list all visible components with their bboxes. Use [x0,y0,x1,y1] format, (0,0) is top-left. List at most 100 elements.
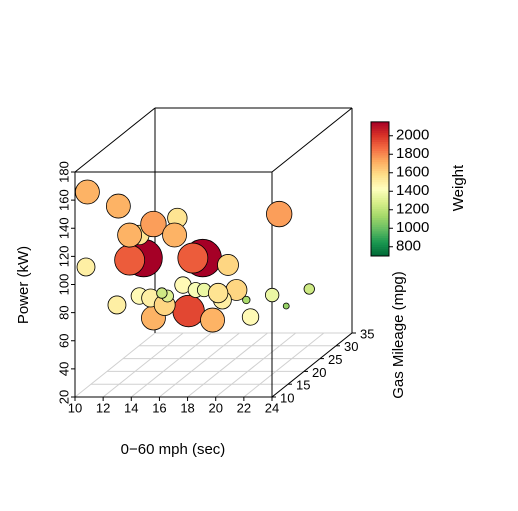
y-axis-label: Gas Mileage (mpg) [390,271,407,399]
colorbar-step [371,146,389,150]
colorbar-step [371,226,389,230]
grid-line [243,332,325,398]
colorbar-step [371,220,389,223]
colorbar-tick-label: 1800 [396,145,429,162]
colorbar-step [371,157,389,161]
x-tick-label: 12 [96,400,110,415]
colorbar-step [371,247,389,250]
colorbar-step [371,164,389,168]
data-point [117,222,143,248]
z-tick-label: 20 [56,390,71,404]
grid-line [159,332,240,398]
colorbar-step [371,121,389,125]
colorbar-step [371,206,389,210]
x-tick-label: 22 [237,400,251,415]
colorbar-step [371,126,389,130]
y-tick-label: 10 [280,390,294,405]
data-point [75,179,100,205]
data-point [107,295,127,315]
data-point [265,287,280,303]
colorbar-step [371,200,389,203]
colorbar-tick-label: 1200 [396,201,429,218]
data-point [76,257,96,277]
colorbar-step [371,213,389,217]
grid-line [215,332,297,398]
box-edge [271,332,353,398]
colorbar-step [371,162,389,165]
colorbar-step [371,177,389,181]
x-tick-label: 18 [180,400,194,415]
y-tick-label: 25 [328,352,342,367]
colorbar-step [371,137,389,141]
colorbar-step [371,215,389,219]
colorbar-tick-label: 1600 [396,164,429,181]
x-axis-label: 0−60 mph (sec) [121,441,226,458]
colorbar-step [371,171,389,174]
data-point [303,283,315,295]
colorbar-step [371,179,389,183]
colorbar-tick-label: 1400 [396,182,429,199]
z-tick-label: 180 [56,161,71,183]
colorbar-step [371,229,389,232]
colorbar-step [371,148,389,152]
colorbar-step [371,186,389,190]
colorbar-step [371,209,389,212]
colorbar-step [371,197,389,201]
z-tick-label: 100 [56,274,71,296]
x-tick-label: 20 [208,400,222,415]
z-tick-label: 120 [56,246,71,268]
colorbar-step [371,222,389,226]
data-point [140,210,167,238]
colorbar-step [371,133,389,136]
colorbar-step [371,251,389,255]
colorbar-step [371,150,389,154]
colorbar-step [371,139,389,143]
data-point [282,302,290,310]
box-edge [74,107,156,173]
x-tick-label: 14 [124,400,138,415]
colorbar-step [371,153,389,156]
y-tick-label: 20 [312,365,326,380]
data-point [242,295,251,305]
colorbar-step [371,159,389,163]
y-tick-label: 15 [296,378,310,393]
colorbar-step [371,253,389,257]
colorbar-tick-label: 1000 [396,219,429,236]
data-point [266,200,293,228]
box-edge [271,107,353,173]
colorbar-step [371,188,389,192]
colorbar-step [371,184,389,188]
colorbar-step [371,195,389,199]
z-tick-label: 140 [56,217,71,239]
data-point [105,193,131,219]
colorbar-step [371,235,389,239]
y-tick-label: 35 [360,326,374,341]
y-tick-label: 30 [344,339,358,354]
colorbar-step [371,130,389,134]
colorbar-tick-label: 2000 [396,127,429,144]
colorbar-step [371,240,389,244]
data-point [162,222,187,248]
x-tick-label: 24 [265,400,279,415]
grid-line [187,332,268,398]
colorbar-tick-label: 800 [396,238,421,255]
data-point [172,294,205,328]
colorbar-step [371,204,389,208]
data-point [156,287,168,299]
colorbar-step [371,166,389,170]
colorbar-step [371,231,389,235]
data-point [217,254,239,276]
colorbar-step [371,224,389,228]
colorbar-frame [370,121,390,257]
colorbar-step [371,249,389,253]
z-axis-label: Power (kW) [15,246,32,324]
data-point [200,307,225,333]
z-tick-label: 60 [56,334,71,348]
colorbar-step [371,217,389,221]
grid-line [130,332,212,398]
x-tick-label: 10 [68,400,82,415]
data-point [177,242,209,274]
colorbar-step [371,144,389,147]
colorbar-step [371,244,389,248]
